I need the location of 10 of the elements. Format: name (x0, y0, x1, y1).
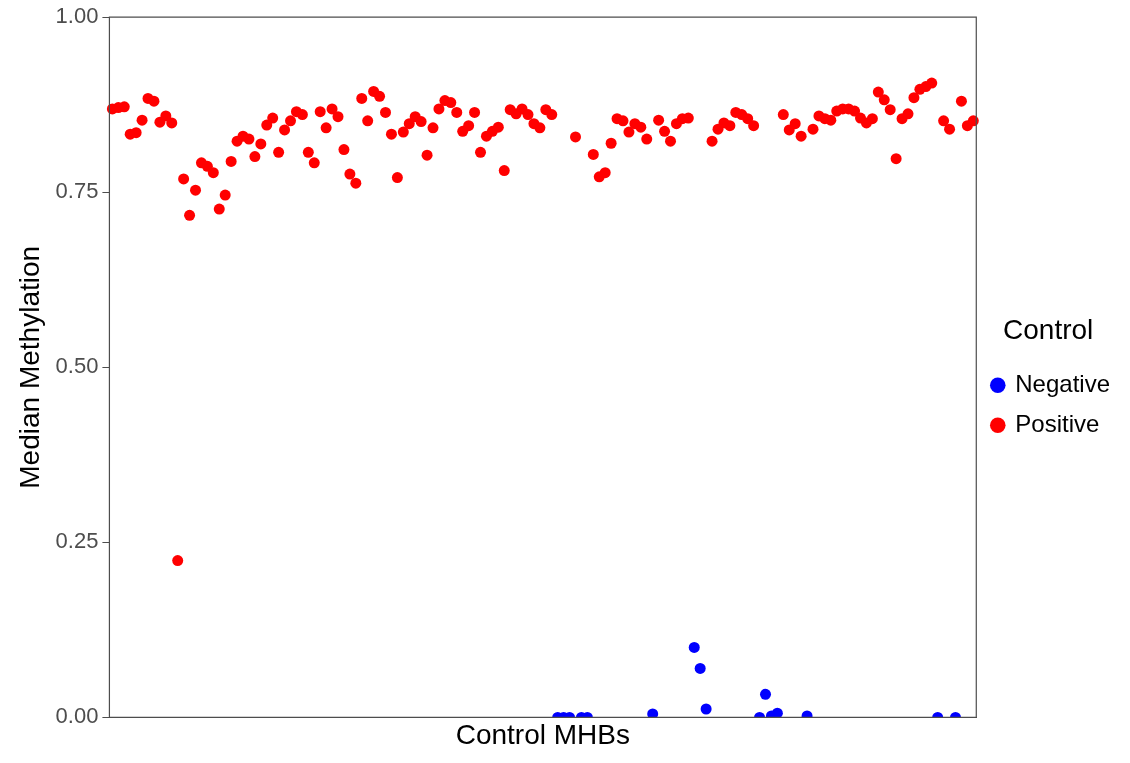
legend-label: Negative (1015, 369, 1111, 397)
y-tick-label: 0.00 (55, 703, 99, 729)
y-tick-label: 0.25 (55, 528, 99, 554)
legend-title: Control (1003, 314, 1094, 346)
y-axis-title: Median Methylation (13, 245, 45, 489)
y-tick-label: 0.75 (55, 178, 99, 204)
y-tick-label: 1.00 (55, 3, 99, 29)
y-tick-label: 0.50 (55, 353, 99, 379)
legend-label: Positive (1015, 409, 1100, 437)
x-axis-title: Control MHBs (455, 718, 630, 750)
